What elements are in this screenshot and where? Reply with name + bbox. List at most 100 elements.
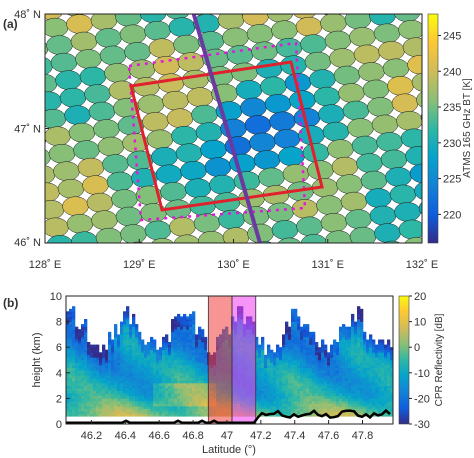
reflectivity-cell bbox=[363, 357, 367, 361]
reflectivity-cell bbox=[198, 357, 202, 361]
reflectivity-cell bbox=[183, 395, 187, 399]
reflectivity-cell bbox=[171, 326, 175, 330]
reflectivity-cell bbox=[303, 375, 307, 379]
reflectivity-cell bbox=[126, 313, 130, 317]
reflectivity-cell bbox=[198, 395, 202, 399]
highlight-band-magenta bbox=[231, 296, 257, 424]
reflectivity-cell bbox=[342, 357, 346, 361]
reflectivity-cell bbox=[360, 408, 364, 412]
reflectivity-cell bbox=[255, 388, 259, 391]
reflectivity-cell bbox=[75, 408, 79, 412]
reflectivity-cell bbox=[132, 408, 136, 412]
reflectivity-cell bbox=[291, 321, 295, 325]
reflectivity-cell bbox=[129, 336, 133, 340]
reflectivity-cell bbox=[147, 372, 151, 376]
reflectivity-cell bbox=[147, 406, 151, 409]
reflectivity-cell bbox=[201, 385, 205, 389]
reflectivity-cell bbox=[135, 406, 139, 409]
reflectivity-cell bbox=[318, 354, 322, 358]
reflectivity-cell bbox=[120, 360, 124, 363]
reflectivity-cell bbox=[276, 395, 280, 399]
reflectivity-cell bbox=[147, 352, 151, 356]
reflectivity-cell bbox=[129, 352, 133, 356]
reflectivity-cell bbox=[69, 321, 73, 325]
reflectivity-cell bbox=[201, 413, 205, 417]
reflectivity-cell bbox=[204, 375, 208, 379]
atms-footprint bbox=[165, 14, 190, 20]
reflectivity-cell bbox=[192, 344, 196, 348]
reflectivity-cell bbox=[180, 395, 184, 399]
reflectivity-cell bbox=[171, 365, 175, 368]
reflectivity-cell bbox=[189, 324, 193, 327]
reflectivity-cell bbox=[72, 372, 76, 376]
reflectivity-cell bbox=[390, 375, 393, 379]
reflectivity-cell bbox=[162, 413, 166, 417]
atms-footprint bbox=[416, 91, 422, 108]
reflectivity-cell bbox=[291, 406, 295, 409]
reflectivity-cell bbox=[378, 395, 382, 399]
reflectivity-cell bbox=[288, 377, 292, 381]
reflectivity-cell bbox=[261, 403, 265, 407]
reflectivity-cell bbox=[102, 372, 106, 376]
reflectivity-cell bbox=[141, 395, 145, 399]
reflectivity-cell bbox=[84, 390, 88, 394]
reflectivity-cell bbox=[369, 406, 373, 409]
reflectivity-cell bbox=[297, 390, 301, 394]
reflectivity-cell bbox=[135, 375, 139, 379]
reflectivity-cell bbox=[303, 393, 307, 397]
reflectivity-cell bbox=[81, 413, 85, 417]
reflectivity-cell bbox=[159, 411, 163, 415]
reflectivity-cell bbox=[66, 342, 70, 345]
reflectivity-cell bbox=[192, 349, 196, 353]
reflectivity-cell bbox=[297, 413, 301, 417]
reflectivity-cell bbox=[189, 395, 193, 399]
reflectivity-cell bbox=[276, 403, 280, 407]
reflectivity-cell bbox=[285, 372, 289, 376]
reflectivity-cell bbox=[333, 383, 337, 386]
reflectivity-cell bbox=[120, 375, 124, 379]
reflectivity-cell bbox=[162, 375, 166, 379]
a-colorbar-tick-label: 240 bbox=[443, 66, 461, 78]
reflectivity-cell bbox=[192, 354, 196, 358]
reflectivity-cell bbox=[72, 393, 76, 397]
reflectivity-cell bbox=[114, 390, 118, 394]
reflectivity-cell bbox=[138, 377, 142, 381]
reflectivity-cell bbox=[354, 331, 358, 335]
reflectivity-cell bbox=[78, 331, 82, 335]
reflectivity-cell bbox=[177, 344, 181, 348]
reflectivity-cell bbox=[279, 385, 283, 389]
reflectivity-cell bbox=[306, 352, 310, 356]
reflectivity-cell bbox=[294, 331, 298, 335]
reflectivity-cell bbox=[339, 408, 343, 412]
reflectivity-cell bbox=[342, 406, 346, 409]
reflectivity-cell bbox=[159, 352, 163, 356]
reflectivity-cell bbox=[66, 362, 70, 366]
reflectivity-cell bbox=[294, 360, 298, 363]
b-y-tick-label: 8 bbox=[56, 317, 62, 329]
reflectivity-cell bbox=[324, 377, 328, 381]
reflectivity-cell bbox=[93, 349, 97, 353]
reflectivity-cell bbox=[276, 357, 280, 361]
reflectivity-cell bbox=[285, 349, 289, 353]
reflectivity-cell bbox=[390, 377, 393, 381]
reflectivity-cell bbox=[387, 347, 391, 351]
reflectivity-cell bbox=[150, 354, 154, 358]
reflectivity-cell bbox=[138, 339, 142, 343]
reflectivity-cell bbox=[300, 360, 304, 363]
reflectivity-cell bbox=[354, 400, 358, 404]
reflectivity-cell bbox=[129, 383, 133, 386]
reflectivity-cell bbox=[261, 388, 265, 391]
reflectivity-cell bbox=[345, 360, 349, 363]
reflectivity-cell bbox=[114, 352, 118, 356]
reflectivity-cell bbox=[183, 336, 187, 340]
reflectivity-cell bbox=[372, 377, 376, 381]
reflectivity-cell bbox=[69, 365, 73, 368]
reflectivity-cell bbox=[198, 352, 202, 356]
reflectivity-cell bbox=[309, 398, 313, 402]
reflectivity-cell bbox=[126, 390, 130, 394]
reflectivity-cell bbox=[294, 308, 298, 312]
reflectivity-cell bbox=[363, 362, 367, 366]
reflectivity-cell bbox=[180, 336, 184, 340]
reflectivity-cell bbox=[186, 347, 190, 351]
reflectivity-cell bbox=[348, 349, 352, 353]
